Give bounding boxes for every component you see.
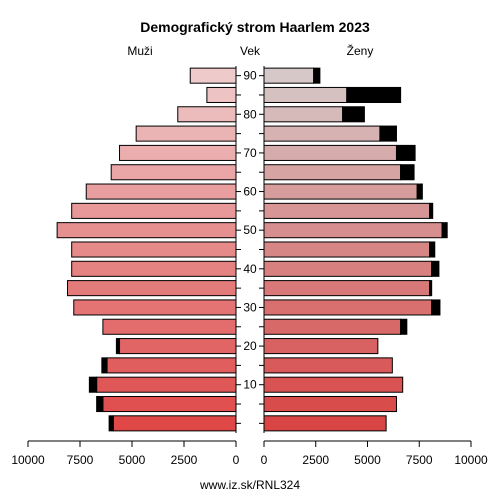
x-tick-label: 5000 — [354, 453, 381, 467]
male-excess-bar — [115, 338, 121, 355]
female-bar — [263, 222, 443, 239]
male-bar — [119, 144, 237, 161]
right-bars — [263, 67, 448, 432]
male-bar — [106, 357, 237, 374]
age-axis-label: Vek — [240, 44, 261, 58]
female-bar — [263, 183, 418, 200]
age-tick-label: 30 — [243, 300, 257, 314]
female-bar — [263, 241, 431, 258]
female-bar — [263, 164, 402, 181]
male-excess-bar — [88, 376, 98, 393]
female-excess-bar — [416, 183, 423, 200]
female-bar — [263, 202, 431, 219]
age-tick-label: 70 — [243, 146, 257, 160]
male-bar — [189, 67, 237, 84]
x-tick-label: 7500 — [67, 453, 94, 467]
male-bar — [67, 280, 237, 297]
female-bar — [263, 260, 433, 277]
male-bar — [119, 338, 237, 355]
male-bar — [96, 376, 237, 393]
x-tick-label: 0 — [261, 453, 268, 467]
age-tick-label: 60 — [243, 185, 257, 199]
female-excess-bar — [400, 318, 408, 335]
male-excess-bar — [108, 415, 114, 432]
male-bar — [71, 241, 237, 258]
source-label: www.iz.sk/RNL324 — [199, 478, 300, 492]
female-excess-bar — [395, 144, 416, 161]
female-excess-bar — [429, 280, 433, 297]
x-tick-label: 10000 — [454, 453, 488, 467]
female-excess-bar — [429, 202, 434, 219]
male-bar — [110, 164, 237, 181]
x-tick-label: 2500 — [302, 453, 329, 467]
age-tick-label: 90 — [243, 69, 257, 83]
female-bar — [263, 144, 397, 161]
x-tick-label: 7500 — [406, 453, 433, 467]
male-bar — [112, 415, 237, 432]
female-bar — [263, 86, 348, 104]
female-excess-bar — [342, 106, 365, 123]
male-bar — [135, 125, 237, 142]
female-bar — [263, 67, 315, 84]
male-bar — [206, 86, 237, 104]
female-bar — [263, 280, 431, 297]
female-bar — [263, 357, 393, 374]
male-excess-bar — [101, 357, 108, 374]
male-bar — [102, 318, 237, 335]
left-series-label: Muži — [127, 44, 152, 58]
female-bar — [263, 125, 381, 142]
female-bar — [263, 338, 379, 355]
chart-title: Demografický strom Haarlem 2023 — [140, 19, 370, 35]
female-bar — [263, 318, 402, 335]
female-bar — [263, 106, 344, 123]
female-excess-bar — [346, 86, 402, 104]
x-tick-label: 10000 — [11, 453, 45, 467]
male-bar — [177, 106, 237, 123]
female-bar — [263, 299, 433, 316]
female-excess-bar — [400, 164, 415, 181]
female-excess-bar — [313, 67, 321, 84]
female-excess-bar — [379, 125, 397, 142]
right-x-axis: 0 2500 5000 7500 10000 — [261, 440, 488, 467]
female-bar — [263, 376, 404, 393]
male-bar — [71, 260, 237, 277]
male-bar — [73, 299, 237, 316]
x-tick-label: 0 — [233, 453, 240, 467]
female-excess-bar — [429, 241, 436, 258]
x-tick-label: 2500 — [171, 453, 198, 467]
right-series-label: Ženy — [347, 43, 374, 58]
male-bar — [102, 395, 237, 413]
age-tick-label: 20 — [243, 339, 257, 353]
female-excess-bar — [431, 299, 441, 316]
left-x-axis: 10000 7500 5000 2500 0 — [11, 440, 240, 467]
age-axis: 10 20 30 40 50 60 70 80 90 — [235, 66, 265, 433]
age-tick-label: 50 — [243, 223, 257, 237]
female-excess-bar — [431, 260, 440, 277]
age-tick-label: 10 — [243, 378, 257, 392]
left-bars — [56, 67, 237, 432]
male-bar — [85, 183, 237, 200]
female-bar — [263, 415, 387, 432]
male-bar — [56, 222, 237, 239]
male-excess-bar — [96, 395, 104, 413]
female-excess-bar — [441, 222, 448, 239]
age-tick-label: 80 — [243, 107, 257, 121]
male-bar — [71, 202, 237, 219]
age-tick-label: 40 — [243, 262, 257, 276]
x-tick-label: 5000 — [119, 453, 146, 467]
female-bar — [263, 395, 397, 413]
